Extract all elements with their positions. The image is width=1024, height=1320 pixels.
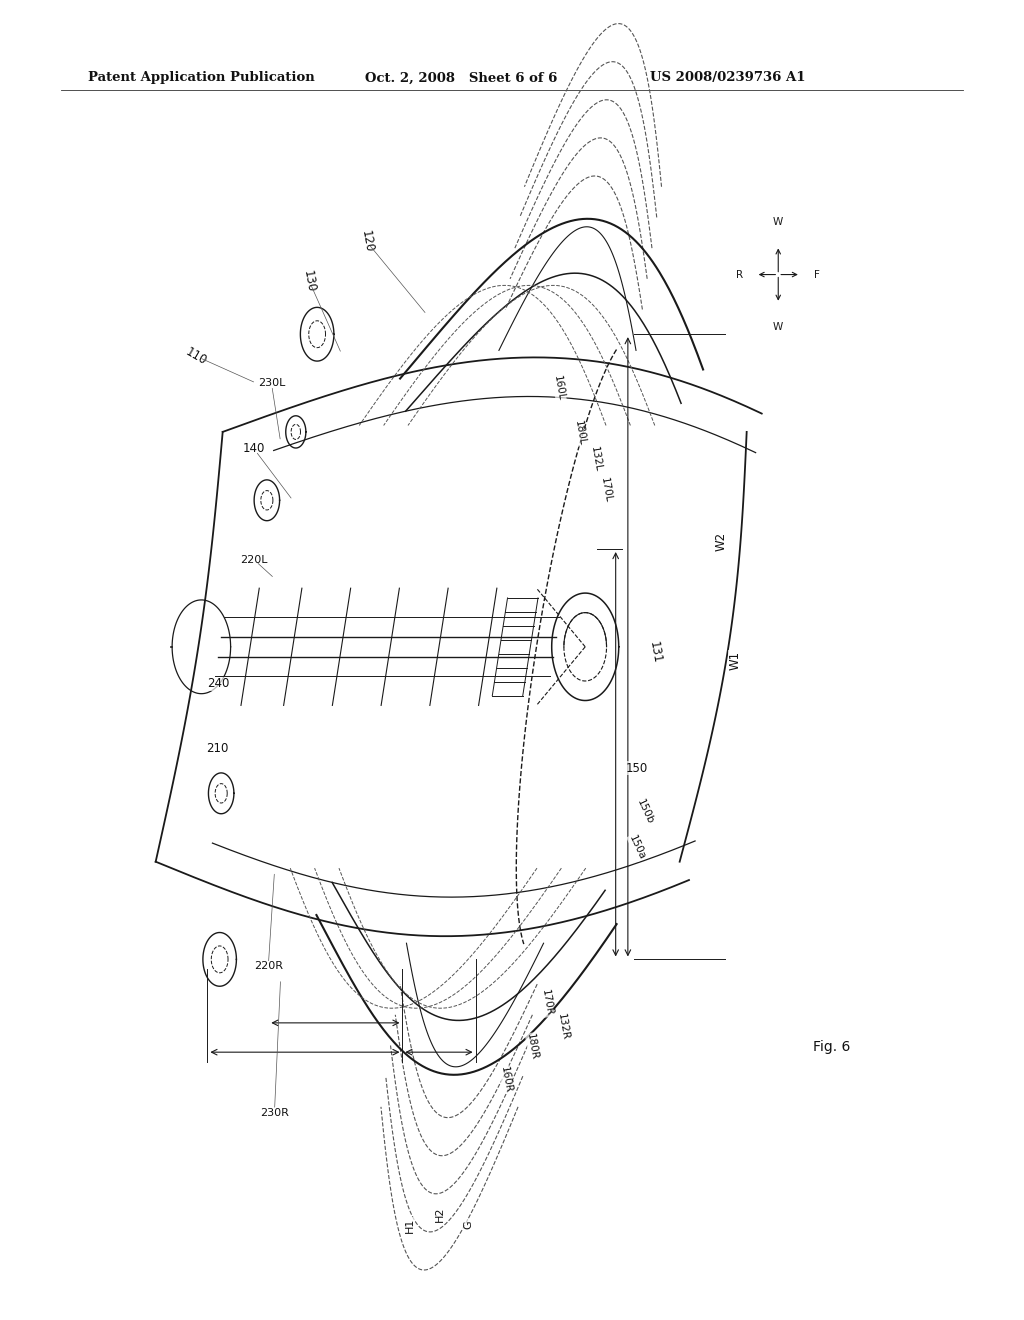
Text: 230R: 230R xyxy=(260,1107,289,1118)
Text: W1: W1 xyxy=(729,651,741,669)
Text: 170R: 170R xyxy=(540,989,554,1018)
Text: W: W xyxy=(773,322,783,333)
Text: 150: 150 xyxy=(626,762,648,775)
Text: US 2008/0239736 A1: US 2008/0239736 A1 xyxy=(650,71,806,84)
Text: Fig. 6: Fig. 6 xyxy=(813,1040,850,1053)
Text: 180L: 180L xyxy=(572,420,587,446)
Text: 132L: 132L xyxy=(589,446,603,473)
Text: Oct. 2, 2008   Sheet 6 of 6: Oct. 2, 2008 Sheet 6 of 6 xyxy=(365,71,557,84)
Text: 230L: 230L xyxy=(258,378,285,388)
Text: 150b: 150b xyxy=(635,797,655,826)
Text: F: F xyxy=(814,269,820,280)
Text: 220L: 220L xyxy=(241,554,267,565)
Text: G: G xyxy=(463,1221,473,1229)
Text: 110: 110 xyxy=(183,345,210,368)
Text: 160R: 160R xyxy=(499,1065,513,1094)
Text: 120: 120 xyxy=(358,230,375,253)
Text: R: R xyxy=(736,269,742,280)
Text: 131: 131 xyxy=(647,640,664,664)
Text: 180R: 180R xyxy=(525,1032,540,1061)
Text: 240: 240 xyxy=(207,677,229,690)
Text: 150a: 150a xyxy=(627,833,647,862)
Text: 160L: 160L xyxy=(552,375,566,401)
Text: 132R: 132R xyxy=(556,1012,570,1041)
Text: 210: 210 xyxy=(206,742,228,755)
Text: H1: H1 xyxy=(404,1217,415,1233)
Text: 140: 140 xyxy=(243,442,265,455)
Text: H2: H2 xyxy=(435,1206,445,1222)
Text: 220R: 220R xyxy=(254,961,283,972)
Text: 170L: 170L xyxy=(599,477,613,503)
Text: W: W xyxy=(773,216,783,227)
Text: Patent Application Publication: Patent Application Publication xyxy=(88,71,314,84)
Text: W2: W2 xyxy=(715,532,727,550)
Text: 130: 130 xyxy=(301,269,317,293)
